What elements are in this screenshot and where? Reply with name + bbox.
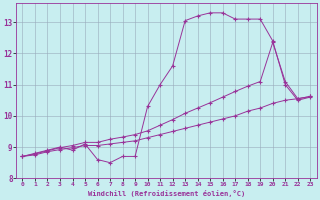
X-axis label: Windchill (Refroidissement éolien,°C): Windchill (Refroidissement éolien,°C) xyxy=(88,190,245,197)
